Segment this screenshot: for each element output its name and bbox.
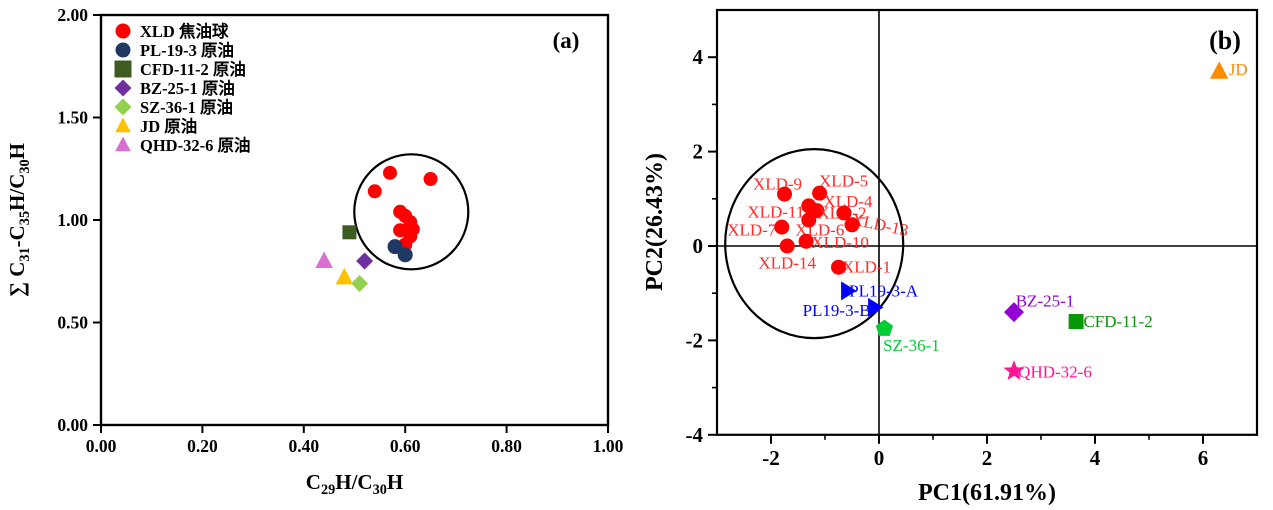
y-axis-title: PC2(26.43%) [642, 153, 668, 291]
point-XLD-7 [774, 219, 790, 235]
point-XLD [423, 172, 438, 186]
label-PL19-3-B: PL19-3-B [803, 301, 871, 320]
point-JD [1210, 61, 1229, 79]
x-axis-title: PC1(61.91%) [918, 480, 1056, 506]
label-XLD-11: XLD-11 [747, 202, 804, 221]
label-XLD-1: XLD-1 [842, 258, 891, 277]
y-tick-label: 0 [693, 234, 704, 258]
label-XLD-9: XLD-9 [753, 175, 802, 194]
legend-label: SZ-36-1 原油 [140, 97, 233, 117]
point-XLD-14 [779, 238, 795, 254]
point-XLD-9 [777, 186, 792, 202]
point-BZ-25-1 [1004, 302, 1024, 323]
legend-label: BZ-25-1 原油 [140, 78, 235, 98]
point-JD [335, 267, 354, 285]
point-PL-19-3 [387, 239, 403, 255]
point-SZ-36-1 [875, 319, 893, 336]
x-tick-label: 6 [1198, 446, 1209, 470]
point-XLD-5 [812, 185, 828, 201]
panel-b-chart: -2 0 2 4 6 -4 -2 0 2 4 PC1(61.91%) PC2(26.43%) XLD-9… [642, 8, 1259, 506]
point-XLD [382, 165, 397, 180]
x-tick-label: 0.60 [390, 436, 421, 456]
cluster-circle [353, 153, 470, 271]
y-tick-label: 2.00 [57, 5, 88, 25]
point-XLD-11 [801, 198, 817, 214]
label-XLD-5: XLD-5 [819, 172, 868, 191]
x-tick-label: 2 [982, 446, 993, 470]
point-CFD-11-2 [342, 225, 357, 240]
point-XLD-1 [831, 259, 846, 275]
point-XLD [393, 204, 408, 219]
label-XLD-7: XLD-7 [727, 221, 777, 240]
legend-label: QHD-32-6 原油 [140, 135, 250, 155]
y-axis-title: ∑ C31-C35H/C30H [5, 143, 33, 297]
label-PL19-3-A: PL19-3-A [849, 281, 919, 300]
panel-b-tag: (b) [1209, 26, 1241, 55]
legend-marker-2 [114, 60, 132, 78]
point-QHD-32-6 [315, 251, 333, 269]
x-tick-label: 1.00 [593, 436, 624, 456]
legend-marker-5 [115, 117, 131, 133]
x-tick-label: 0.20 [187, 436, 218, 456]
panel-a-chart: 0.00 0.20 0.40 0.60 0.80 1.00 0.00 0.50 1.00 1.50… [5, 5, 624, 498]
point-XLD-6 [801, 212, 817, 228]
x-tick-label: 0.00 [86, 436, 117, 456]
label-XLD-10: XLD-10 [811, 233, 869, 252]
y-tick-label: 2 [693, 140, 704, 164]
y-tick-label: 0.50 [57, 313, 88, 333]
label-CFD-11-2: CFD-11-2 [1083, 312, 1152, 331]
y-tick-label: -2 [686, 328, 704, 352]
x-tick-label: 0 [874, 446, 885, 470]
point-XLD-13 [844, 217, 860, 233]
legend-marker-1 [115, 42, 131, 58]
label-XLD-4: XLD-4 [823, 192, 873, 211]
point-QHD-32-6 [1003, 360, 1025, 380]
legend-marker-6 [115, 136, 131, 152]
point-SZ-36-1 [351, 275, 369, 293]
x-tick-label: 0.40 [288, 436, 319, 456]
label-XLD-14: XLD-14 [758, 254, 816, 273]
point-XLD-10 [798, 233, 814, 249]
label-BZ-25-1: BZ-25-1 [1016, 292, 1075, 311]
point-CFD-11-2 [1068, 314, 1084, 330]
y-tick-label: 0.00 [57, 415, 88, 435]
legend-marker-4 [114, 98, 132, 116]
x-tick-label: -2 [762, 446, 780, 470]
x-tick-label: 0.80 [491, 436, 522, 456]
x-tick-label: 4 [1090, 446, 1101, 470]
point-XLD [367, 184, 382, 199]
x-axis-title: C29H/C30H [306, 470, 403, 498]
label-SZ-36-1: SZ-36-1 [883, 336, 940, 355]
y-tick-label: 1.50 [57, 108, 88, 128]
label-QHD-32-6: QHD-32-6 [1018, 363, 1092, 382]
legend-label: PL-19-3 原油 [140, 40, 234, 60]
panel-a-tag: (a) [553, 28, 580, 53]
legend-label: CFD-11-2 原油 [140, 59, 246, 79]
point-XLD-2 [836, 205, 852, 221]
legend-marker-0 [115, 23, 131, 39]
legend-label: XLD 焦油球 [140, 21, 229, 41]
point-PL19-3-A [841, 281, 857, 301]
label-JD: JD [1229, 60, 1248, 79]
y-tick-label: 1.00 [57, 210, 88, 230]
point-XLD [393, 223, 408, 238]
cluster-ellipse [724, 148, 905, 340]
point-PL-19-3 [397, 247, 413, 263]
y-tick-label: -4 [686, 423, 704, 447]
legend-label: JD 原油 [140, 116, 197, 136]
point-BZ-25-1 [356, 252, 374, 270]
legend-marker-3 [114, 79, 132, 97]
point-PL19-3-B [868, 297, 884, 317]
y-tick-label: 4 [693, 45, 704, 69]
